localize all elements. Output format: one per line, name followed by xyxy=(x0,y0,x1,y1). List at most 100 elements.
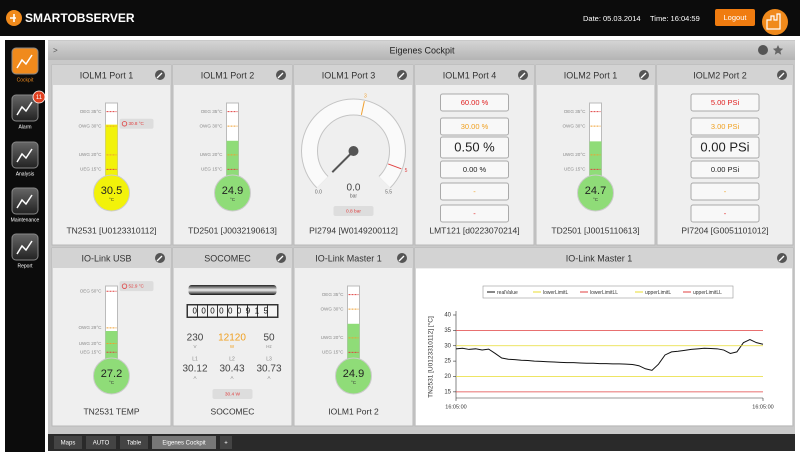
legend-label: lowerLimitLL xyxy=(590,290,618,296)
value-text: 30.00 % xyxy=(461,122,489,131)
marker-label: 0.8 bar xyxy=(346,208,361,214)
value-text: - xyxy=(724,209,727,218)
sidebar-label[interactable]: Cockpit xyxy=(17,77,34,83)
y-tick-label: 35 xyxy=(444,328,451,334)
sidebar-label[interactable]: Analysis xyxy=(16,171,35,177)
widget-titlebar xyxy=(657,65,793,85)
y-tick-label: 15 xyxy=(444,389,451,395)
limit-label: UEG 15°C xyxy=(201,167,223,172)
widget-titlebar xyxy=(415,65,534,85)
marker-box xyxy=(119,118,154,129)
gauge-max: 5.5 xyxy=(385,189,392,195)
logout-label[interactable]: Logout xyxy=(724,13,748,22)
value-text: 60.00 % xyxy=(461,98,489,107)
widget-edit-glyph xyxy=(640,72,647,79)
tab[interactable] xyxy=(220,436,232,449)
tab-label[interactable]: AUTO xyxy=(93,441,110,447)
tab-label[interactable]: Eigenes Cockpit xyxy=(162,441,206,447)
thermo-unit: °C xyxy=(109,197,115,202)
tab-label[interactable]: Maps xyxy=(61,441,76,447)
widget-title: IO-Link Master 1 xyxy=(566,253,633,263)
tab[interactable] xyxy=(120,436,148,449)
x-tick-label: 16:05:00 xyxy=(445,404,466,410)
favorite-icon[interactable] xyxy=(772,45,784,55)
brand: SMARTOBSERVER xyxy=(25,11,135,25)
thermo-reading: 24.9 xyxy=(222,185,243,197)
thermo-fill xyxy=(105,124,118,187)
sidebar-icon[interactable] xyxy=(11,47,39,75)
plant-glyph xyxy=(766,13,781,30)
value-box xyxy=(690,204,760,223)
date: Date: 05.03.2014 xyxy=(583,14,641,23)
value-box xyxy=(690,136,760,159)
value-box xyxy=(440,93,509,112)
top-bar xyxy=(0,0,800,36)
sidebar-icon[interactable] xyxy=(11,94,39,122)
logout-button[interactable] xyxy=(715,9,755,26)
widget-footer: TD2501 [J0015110613] xyxy=(551,225,639,235)
widget-titlebar xyxy=(536,65,655,85)
sidebar-icon[interactable] xyxy=(11,141,39,169)
sidebar-label[interactable]: Alarm xyxy=(18,124,31,130)
meter-reading: 230 xyxy=(187,333,204,344)
marker-icon xyxy=(121,121,128,127)
phase-unit: A xyxy=(267,375,270,380)
gauge-mark xyxy=(360,101,365,115)
widget-title: IO-Link USB xyxy=(81,253,131,263)
tab-label[interactable]: Table xyxy=(127,441,142,447)
counter-cell xyxy=(208,305,217,317)
gauge-reading: 0.0 xyxy=(347,183,361,194)
value-text: 0.00 PSi xyxy=(700,139,749,154)
widget-title: IOLM1 Port 2 xyxy=(201,70,255,80)
plant-icon[interactable] xyxy=(762,9,788,35)
limit-label: UWG 20°C xyxy=(79,152,102,157)
gauge-mark-label: 5 xyxy=(405,168,408,174)
legend-label: realValue xyxy=(497,290,518,296)
value-text: 3.00 PSi xyxy=(711,122,740,131)
widget-footer: PI2794 [W0149200112] xyxy=(309,225,398,235)
limit-label: UEG 15°C xyxy=(322,350,344,355)
tab[interactable] xyxy=(152,436,216,449)
alarm-badge xyxy=(32,90,46,104)
tab[interactable] xyxy=(54,436,82,449)
tab[interactable] xyxy=(86,436,116,449)
thermo-reading: 24.9 xyxy=(343,368,364,380)
marker-box xyxy=(333,206,374,216)
phase-unit: A xyxy=(193,375,196,380)
widget-titlebar xyxy=(294,248,413,268)
marker-label: 30.8 °C xyxy=(129,121,145,126)
counter-cell xyxy=(238,305,247,317)
widget-footer: TN2531 [U0123310112] xyxy=(66,225,156,235)
sidebar-icon[interactable] xyxy=(11,233,39,261)
widget-edit-glyph xyxy=(519,72,526,79)
counter-cell xyxy=(198,305,207,317)
gauge-hub xyxy=(348,146,359,156)
edit-icon[interactable] xyxy=(758,45,768,55)
widget-footer: PI7204 [G0051101012] xyxy=(681,225,768,235)
limit-label: OWG 30°C xyxy=(320,306,344,311)
alarm-badge-count: 11 xyxy=(36,95,43,101)
thermo-unit: °C xyxy=(593,197,599,202)
meter-reading: 50 xyxy=(263,333,275,344)
widget-titlebar xyxy=(173,65,292,85)
counter-cell xyxy=(258,305,267,317)
value-box xyxy=(690,117,760,136)
widget-title: IOLM1 Port 3 xyxy=(322,70,376,80)
thermo-bulb xyxy=(93,174,130,212)
widget-edit-glyph xyxy=(778,72,785,79)
sidebar-label[interactable]: Maintenance xyxy=(11,217,40,223)
thermo-bulb xyxy=(577,174,614,212)
y-tick-label: 40 xyxy=(444,313,451,319)
sidebar-label[interactable]: Report xyxy=(17,263,33,269)
counter-cell xyxy=(268,305,277,317)
nav-toggle[interactable]: > xyxy=(53,46,58,55)
limit-label: UWG 20°C xyxy=(563,152,586,157)
meter-reading: 12120 xyxy=(218,333,246,344)
meter-unit: V xyxy=(193,344,196,349)
sidebar-icon[interactable] xyxy=(11,187,39,215)
widget-title: IOLM1 Port 4 xyxy=(443,70,497,80)
widget-titlebar xyxy=(52,65,171,85)
counter-cell xyxy=(218,305,227,317)
tab-label[interactable]: + xyxy=(224,441,228,447)
